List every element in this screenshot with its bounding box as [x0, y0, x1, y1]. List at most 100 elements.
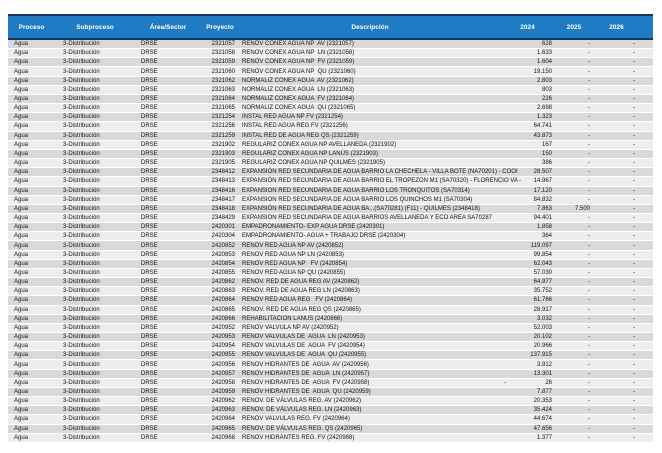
- cell-descripcion: RENOV VALVULAS DE AGUA LN (2420953): [242, 334, 365, 341]
- cell-y2025: -: [588, 379, 590, 386]
- cell-area: DRSE: [141, 279, 158, 286]
- cell-proyecto: 2348416: [211, 187, 235, 194]
- cell-y2025: -: [588, 178, 590, 185]
- cell-proyecto: 2321058: [211, 50, 235, 57]
- column-header-2024: 2024: [520, 23, 535, 31]
- cell-y2024: 7.863: [536, 205, 552, 212]
- cell-subproceso: 3-Distribución: [63, 434, 100, 441]
- cell-proyecto: 2420852: [211, 242, 235, 249]
- cell-descripcion: REGULARIZ CONEX AGUA NP LANÚS (2321903): [242, 150, 378, 157]
- column-header-proceso: Proceso: [18, 23, 45, 31]
- cell-y2024: 364: [541, 233, 552, 240]
- cell-proceso: Agua: [14, 334, 29, 341]
- cell-area: DRSE: [141, 196, 158, 203]
- table-row: Agua 3-Distribución DRSE 2321259 INSTAL RED …: [8, 131, 653, 141]
- cell-y2025: -: [588, 279, 590, 286]
- cell-y2025: -: [588, 41, 590, 48]
- cell-proceso: Agua: [14, 169, 29, 176]
- cell-area: DRSE: [141, 114, 158, 121]
- cell-y2026: -: [633, 205, 635, 212]
- table-row: Agua 3-Distribución DRSE 2420954 RENOV VALVU…: [8, 342, 653, 352]
- cell-y2026: -: [633, 68, 635, 75]
- table-row: Agua 3-Distribución DRSE 2420852 RENOV RED A…: [8, 241, 653, 251]
- table-row: Agua 3-Distribución DRSE 2420862 RENOV. RED …: [8, 278, 653, 288]
- table-row: Agua 3-Distribución DRSE 2420956 RENOV HIDRA…: [8, 360, 653, 370]
- cell-y2026: -: [633, 361, 635, 368]
- cell-subproceso: 3-Distribución: [63, 334, 100, 341]
- cell-y2026: -: [633, 407, 635, 414]
- cell-proyecto: 2321256: [211, 123, 235, 130]
- cell-y2024: 803: [541, 86, 552, 93]
- table-row: Agua 3-Distribución DRSE 2420866 REHABILITAC…: [8, 314, 653, 324]
- cell-subproceso: 3-Distribución: [63, 279, 100, 286]
- cell-area: DRSE: [141, 123, 158, 130]
- cell-descripcion: INSTAL RED AGUA NP FV (2321254): [242, 114, 343, 121]
- cell-descripcion: EMPADRONAMIENTO- AGUA + TRABAJO DRSE (24…: [242, 233, 406, 240]
- cell-descripcion: RENOV RED AGUA NP FV (2420854): [242, 260, 348, 267]
- cell-area: DRSE: [141, 425, 158, 432]
- table-row: Agua 3-Distribución DRSE 2420854 RENOV RED A…: [8, 259, 653, 269]
- cell-descripcion: EXPANSIÓN RED SECUNDARIA DE AGUA BARRIO …: [242, 169, 518, 176]
- cell-y2026: -: [633, 160, 635, 167]
- table-row: Agua 3-Distribución DRSE 2420865 RENOV. RED …: [8, 305, 653, 315]
- cell-subproceso: 3-Distribución: [63, 379, 100, 386]
- cell-subproceso: 3-Distribución: [63, 123, 100, 130]
- cell-proyecto: 2420955: [211, 352, 235, 359]
- cell-area: DRSE: [141, 178, 158, 185]
- cell-y2026: -: [633, 41, 635, 48]
- cell-descripcion: RENOV RED AGUA NP LN (2420853): [242, 251, 344, 258]
- cell-y2024: 17.120: [533, 187, 552, 194]
- cell-y2026: -: [633, 398, 635, 405]
- cell-area: DRSE: [141, 352, 158, 359]
- table-row: Agua 3-Distribución DRSE 2420304 EMPADRONAMI…: [8, 232, 653, 242]
- cell-descripcion: REGULARIZ CONEX AGUA NP AVELLANEDA (2321…: [242, 141, 397, 148]
- cell-y2025: -: [588, 77, 590, 84]
- table-row: Agua 3-Distribución DRSE 2321063 NORMALIZ CO…: [8, 85, 653, 95]
- cell-subproceso: 3-Distribución: [63, 132, 100, 139]
- cell-y2025: -: [588, 141, 590, 148]
- cell-proceso: Agua: [14, 306, 29, 313]
- cell-proyecto: 2321905: [211, 160, 235, 167]
- cell-area: DRSE: [141, 407, 158, 414]
- cell-y2026: -: [633, 343, 635, 350]
- cell-descripcion: RENOV HIDRANTES REG. FV (2420968): [242, 434, 355, 441]
- cell-y2024: 1.377: [536, 434, 552, 441]
- cell-area: DRSE: [141, 169, 158, 176]
- cell-proyecto: 2420958: [211, 379, 235, 386]
- cell-y2026: -: [633, 141, 635, 148]
- table-row: Agua 3-Distribución DRSE 2420965 RENOV. DE V…: [8, 424, 653, 434]
- cell-y2026: -: [633, 77, 635, 84]
- cell-subproceso: 3-Distribución: [63, 169, 100, 176]
- cell-proyecto: 2420952: [211, 324, 235, 331]
- cell-descripcion: RENOV VALVULAS REG. FV (2420964): [242, 416, 350, 423]
- cell-subproceso: 3-Distribución: [63, 50, 100, 57]
- cell-subproceso: 3-Distribución: [63, 242, 100, 249]
- cell-descripcion: RENOV HIDRANTES DE AGUA LN (2420957): [242, 370, 370, 377]
- cell-y2026: -: [633, 178, 635, 185]
- cell-area: DRSE: [141, 260, 158, 267]
- table-row: Agua 3-Distribución DRSE 2420962 RENOV. DE V…: [8, 397, 653, 407]
- cell-area: DRSE: [141, 233, 158, 240]
- cell-y2026: -: [633, 123, 635, 130]
- cell-descripcion: RENOV. DE VÁLVULAS REG. QS (2420965): [242, 425, 363, 432]
- cell-y2025: -: [588, 123, 590, 130]
- table-row: Agua 3-Distribución DRSE 2321058 RENOV CONEX…: [8, 49, 653, 59]
- table-row: Agua 3-Distribución DRSE 2420953 RENOV VALVU…: [8, 333, 653, 343]
- cell-y2026: -: [633, 425, 635, 432]
- cell-area: DRSE: [141, 105, 158, 112]
- cell-descripcion: REHABILITACION LANUS (2420866): [242, 315, 343, 322]
- table-row: Agua 3-Distribución DRSE 2321256 INSTAL RED …: [8, 122, 653, 132]
- cell-y2024: 628: [541, 41, 552, 48]
- cell-proceso: Agua: [14, 187, 29, 194]
- table-header-row: Proceso Subproceso Área/Sector Proyecto …: [8, 14, 653, 40]
- cell-value: 26: [545, 379, 552, 386]
- cell-area: DRSE: [141, 59, 158, 66]
- cell-proceso: Agua: [14, 224, 29, 231]
- cell-descripcion: RENOV HIDRANTES DE AGUA FV (2420958): [242, 379, 370, 386]
- table-row: Agua 3-Distribución DRSE 2348416 EXPANSION R…: [8, 186, 653, 196]
- cell-y2026: -: [633, 416, 635, 423]
- cell-proceso: Agua: [14, 398, 29, 405]
- cell-y2024: 52.003: [533, 324, 552, 331]
- cell-y2026: -: [633, 379, 635, 386]
- cell-subproceso: 3-Distribución: [63, 187, 100, 194]
